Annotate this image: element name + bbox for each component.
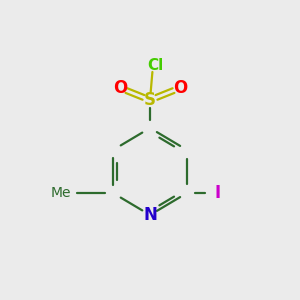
Text: S: S <box>144 91 156 109</box>
Text: O: O <box>113 79 127 97</box>
Text: O: O <box>173 79 187 97</box>
Text: N: N <box>143 206 157 224</box>
Text: Cl: Cl <box>147 58 163 73</box>
Text: I: I <box>215 184 221 202</box>
Text: Me: Me <box>50 186 71 200</box>
